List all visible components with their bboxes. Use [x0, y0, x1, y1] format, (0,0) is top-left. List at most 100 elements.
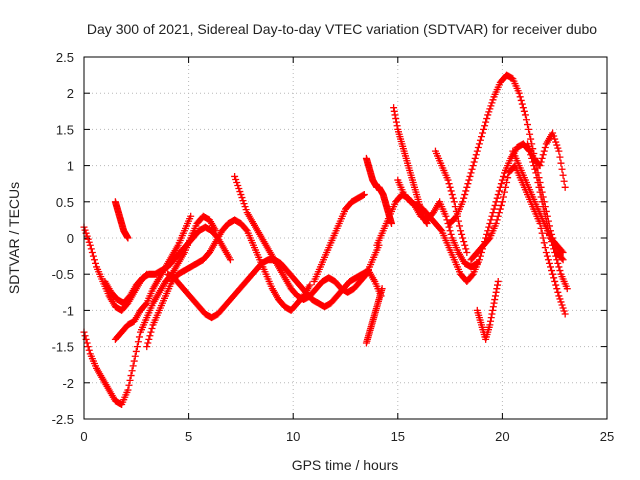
data-point [517, 96, 525, 104]
data-point [492, 220, 500, 228]
data-point [242, 226, 250, 234]
data-point [558, 165, 566, 173]
data-point [92, 259, 100, 267]
data-point [556, 153, 564, 161]
data-point [548, 267, 556, 275]
data-point [486, 220, 494, 228]
data-point [536, 178, 544, 186]
data-point [360, 191, 368, 199]
data-point [145, 335, 153, 343]
data-point [554, 144, 562, 152]
data-point [241, 203, 249, 211]
data-point [83, 339, 91, 347]
x-tick-label: 15 [391, 429, 405, 444]
data-point [541, 144, 549, 151]
data-point [488, 310, 496, 318]
data-point [459, 234, 467, 242]
data-point [494, 277, 502, 285]
data-point [445, 180, 453, 188]
data-series [80, 71, 571, 409]
x-tick-label: 10 [286, 429, 300, 444]
data-point [450, 198, 458, 206]
data-point [446, 227, 454, 235]
data-point [465, 176, 473, 184]
data-point [538, 188, 546, 196]
data-point [558, 255, 566, 263]
x-axis-ticks: 0 5 10 15 20 25 [80, 57, 614, 444]
data-point [493, 216, 501, 224]
data-point [134, 338, 142, 346]
data-point [147, 328, 155, 336]
data-point [464, 180, 472, 188]
data-point [443, 216, 451, 224]
data-point [558, 247, 566, 255]
data-point [361, 271, 369, 279]
series-track-9 [310, 191, 368, 285]
data-point [447, 187, 455, 195]
data-point [88, 248, 96, 256]
series-track-11 [362, 285, 386, 347]
data-point [459, 198, 467, 206]
data-point [392, 115, 400, 123]
y-tick-label: -1 [62, 303, 74, 318]
data-point [89, 252, 97, 260]
data-point [488, 212, 496, 220]
data-point [526, 130, 534, 138]
data-point [468, 165, 476, 173]
data-point [81, 332, 89, 340]
data-point [547, 263, 555, 271]
data-point [422, 218, 430, 226]
series-track-18 [473, 277, 502, 343]
data-point [556, 295, 564, 303]
data-point [500, 188, 508, 196]
data-point [545, 259, 553, 267]
data-point [487, 314, 495, 322]
data-point [84, 235, 92, 243]
data-point [461, 241, 469, 249]
data-point [540, 198, 548, 206]
data-point [492, 288, 500, 296]
data-point [559, 171, 567, 179]
data-point [85, 346, 93, 354]
data-point [124, 386, 132, 394]
data-point [561, 310, 569, 318]
data-point [542, 207, 550, 215]
data-point [553, 141, 561, 149]
data-point [540, 147, 548, 155]
data-point [559, 248, 567, 256]
data-point [445, 223, 453, 231]
data-point [490, 205, 498, 213]
data-point [477, 133, 485, 141]
y-axis-ticks: -2.5 -2 -1.5 -1 -0.5 0 0.5 1 1.5 2 2.5 [52, 50, 607, 427]
data-point [476, 252, 484, 260]
data-point [128, 367, 136, 375]
data-point [557, 159, 565, 167]
y-tick-label: 1.5 [56, 122, 74, 137]
y-tick-label: 2 [67, 86, 74, 101]
data-point [483, 230, 491, 238]
data-point [549, 129, 557, 137]
data-point [130, 357, 138, 365]
data-point [536, 162, 544, 170]
data-point [462, 187, 470, 195]
data-point [539, 193, 547, 201]
data-point [447, 230, 455, 238]
x-axis-label: GPS time / hours [292, 457, 399, 473]
grid-lines [84, 57, 607, 419]
data-point [475, 140, 483, 148]
series-track-1 [80, 212, 220, 409]
data-point [486, 105, 494, 113]
data-point [524, 121, 532, 129]
series-track-7 [164, 256, 385, 322]
data-point [535, 174, 543, 182]
data-point [555, 147, 563, 155]
data-point [494, 191, 502, 199]
data-point [538, 229, 546, 237]
data-point [126, 376, 134, 384]
data-point [522, 116, 530, 124]
data-point [390, 104, 398, 112]
data-point [470, 158, 478, 166]
data-point [497, 180, 505, 188]
data-point [306, 281, 314, 289]
data-point [540, 239, 548, 247]
